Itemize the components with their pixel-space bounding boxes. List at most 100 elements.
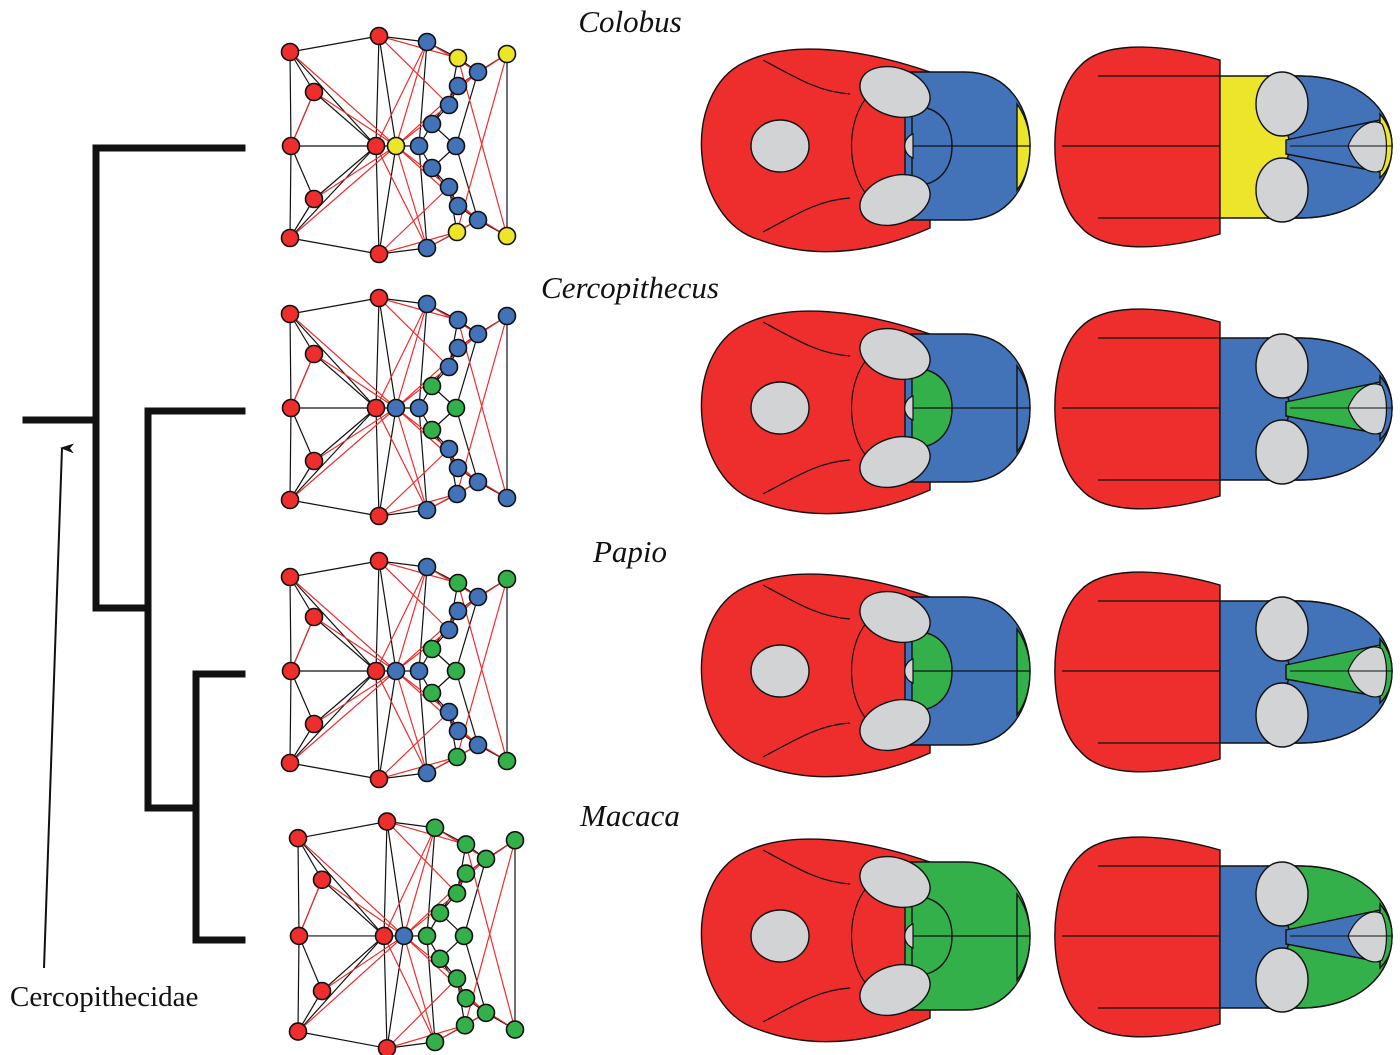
graph-node xyxy=(304,82,324,102)
graph-node xyxy=(304,714,324,734)
taxon-label: Cercopithecus xyxy=(541,270,719,305)
graph-node xyxy=(281,398,301,418)
graph-node xyxy=(468,587,488,607)
graph-node xyxy=(446,398,466,418)
graph-node xyxy=(280,567,300,587)
graph-edge-red xyxy=(313,670,397,725)
graph-edge-red xyxy=(378,756,458,780)
graph-edge xyxy=(455,407,479,483)
module-network-graph xyxy=(280,26,517,264)
graph-edge-red xyxy=(386,978,458,1049)
skull-orbit-lower xyxy=(859,963,931,1017)
taxon-label: Colobus xyxy=(578,4,681,39)
graph-edge-red xyxy=(313,616,397,672)
graph-edge xyxy=(297,935,300,1032)
graph-edge-red xyxy=(378,297,450,368)
graph-node xyxy=(447,747,467,767)
graph-edge xyxy=(289,237,380,255)
graph-node xyxy=(369,26,389,46)
graph-edge-red xyxy=(313,407,397,462)
graph-edge-red xyxy=(297,935,405,1033)
graph-node xyxy=(448,76,468,96)
skull-tip-region xyxy=(1016,891,1031,983)
graph-edge xyxy=(289,35,380,53)
graph-node xyxy=(448,338,468,358)
graph-edge-red xyxy=(313,145,397,200)
graph-node xyxy=(439,439,459,459)
graph-edge-red xyxy=(290,353,315,409)
graph-edge xyxy=(313,145,377,200)
skull-incisor-area xyxy=(1347,911,1388,963)
graph-edge xyxy=(375,35,380,147)
graph-edge xyxy=(290,670,315,725)
graph-edge xyxy=(289,51,377,147)
graph-edges xyxy=(289,297,508,517)
graph-edge xyxy=(321,879,385,937)
graph-node xyxy=(422,158,442,178)
graph-edge xyxy=(289,560,380,578)
skull-view-1 xyxy=(700,838,1031,1043)
graph-node xyxy=(422,639,442,659)
graph-edge-red xyxy=(395,145,428,249)
graph-edge-red xyxy=(395,366,450,409)
graph-edge xyxy=(426,935,436,1043)
graph-node xyxy=(430,949,450,969)
graph-node xyxy=(454,926,474,946)
graph-edge xyxy=(418,566,428,672)
skull-tooth-row-lower xyxy=(1255,157,1309,223)
graph-node xyxy=(312,870,332,890)
graph-edge xyxy=(463,858,487,937)
graph-edge-red xyxy=(289,51,397,147)
graph-node xyxy=(447,969,467,988)
graph-node xyxy=(476,849,496,869)
skull-vault-region xyxy=(1054,46,1221,248)
taxon-row-papio: Papio xyxy=(280,534,1393,789)
graph-node xyxy=(468,735,488,755)
graph-edge-red xyxy=(378,448,450,517)
graph-edge xyxy=(383,821,388,936)
skull-orbit-upper xyxy=(859,65,931,119)
skull-suture xyxy=(762,59,851,95)
graph-node xyxy=(304,451,324,471)
graph-node xyxy=(417,294,437,314)
graph-edge-red xyxy=(395,41,428,147)
skull-suture xyxy=(762,321,851,357)
graph-edge-red xyxy=(403,935,458,980)
graph-edge-red xyxy=(378,231,458,255)
phylogenetic-tree xyxy=(22,144,246,944)
skull-suture xyxy=(851,357,869,459)
graph-edge-red xyxy=(395,303,428,409)
graph-edge-red xyxy=(403,935,436,1043)
graph-edge-red xyxy=(321,935,405,992)
graph-node xyxy=(497,226,517,246)
skull-tooth-row-upper xyxy=(1255,71,1309,137)
graph-edge-red xyxy=(313,353,397,409)
graph-node xyxy=(448,196,468,216)
skull-foramen-magnum xyxy=(750,119,810,173)
graph-edge-red xyxy=(378,560,459,584)
graph-node xyxy=(304,189,324,209)
graph-node xyxy=(280,228,300,248)
graph-edge xyxy=(455,71,479,147)
graph-node xyxy=(447,484,467,504)
graph-node xyxy=(417,557,437,577)
graph-node xyxy=(439,702,459,722)
taxon-rows: Colobus Cercopithecus Papio Macaca xyxy=(280,4,1393,1055)
skull-nasal-opening xyxy=(904,395,914,421)
skull-view-1 xyxy=(700,573,1031,778)
skull-suture xyxy=(851,885,869,987)
graph-edge xyxy=(463,935,487,1014)
graph-edge xyxy=(297,1031,388,1049)
skull-nasal-opening xyxy=(904,923,914,949)
skull-suture xyxy=(851,95,869,197)
graph-edge xyxy=(386,935,405,1049)
taxon-label: Papio xyxy=(592,534,667,569)
graph-node xyxy=(312,981,332,1001)
graph-node xyxy=(386,398,406,418)
graph-node xyxy=(409,661,429,681)
graph-edge-red xyxy=(375,670,428,774)
skull-nasal-opening xyxy=(904,133,914,159)
skull-tooth-row-lower xyxy=(1255,682,1309,748)
graph-edge-red xyxy=(386,1024,466,1049)
